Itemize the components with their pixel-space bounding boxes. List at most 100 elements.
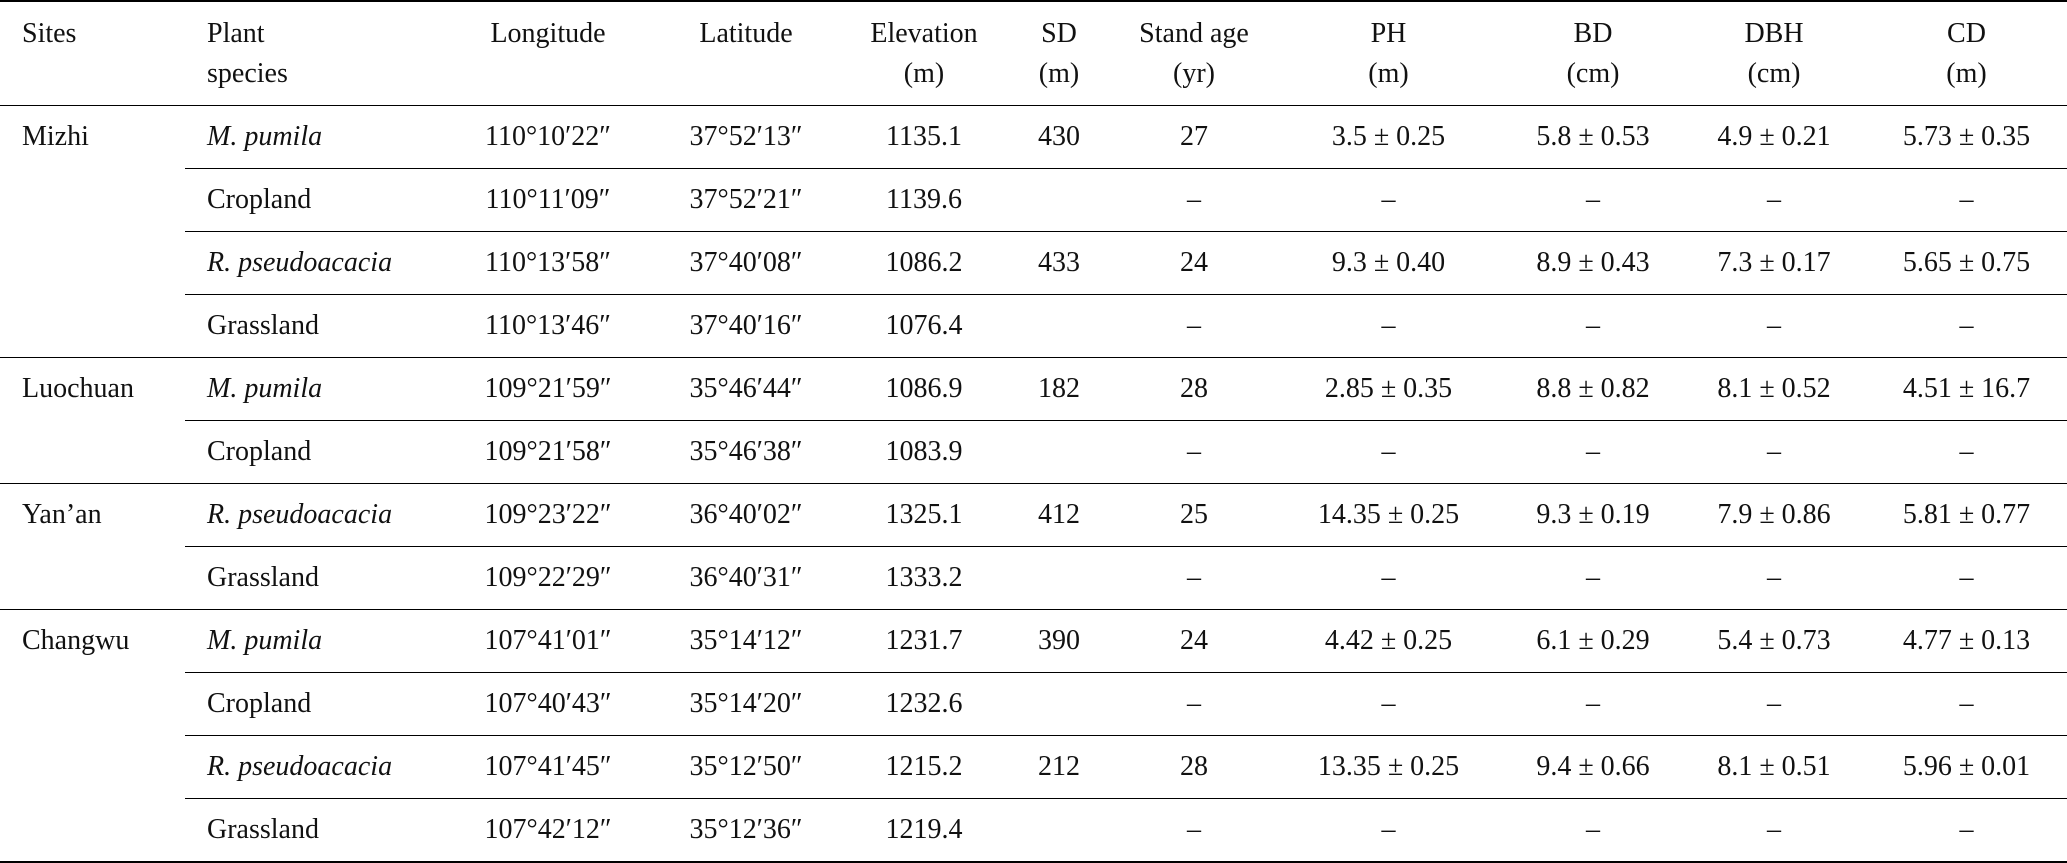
value-cell: –: [1504, 294, 1682, 358]
value-cell: 5.96 ± 0.01: [1866, 735, 2067, 799]
cell-text: –: [1187, 310, 1201, 341]
value-cell: 4.77 ± 0.13: [1866, 609, 2067, 673]
value-cell: 1083.9: [845, 420, 1003, 484]
column-header: SD (m): [1003, 1, 1115, 106]
value-cell: 35°46′38″: [647, 420, 845, 484]
table-row: Cropland 107°40′43″ 35°14′20″ 1232.6 – – – – –: [0, 672, 2067, 736]
species-cell: Cropland: [185, 672, 449, 736]
column-header: Stand age (yr): [1115, 1, 1273, 106]
table-row: Grassland 110°13′46″ 37°40′16″ 1076.4 – – – – –: [0, 294, 2067, 358]
species-cell: R. pseudoacacia: [185, 735, 449, 799]
header-text: (cm): [1747, 58, 1801, 89]
value-cell: 1333.2: [845, 546, 1003, 610]
cell-text: 35°14′12″: [689, 625, 803, 656]
cell-text: Cropland: [207, 184, 312, 215]
cell-text: 37°52′21″: [689, 184, 803, 215]
value-cell: 6.1 ± 0.29: [1504, 609, 1682, 673]
value-cell: 5.81 ± 0.77: [1866, 483, 2067, 547]
value-cell: 1135.1: [845, 105, 1003, 169]
column-header: BD (cm): [1504, 1, 1682, 106]
cell-text: M. pumila: [207, 625, 323, 656]
cell-text: 107°40′43″: [484, 688, 612, 719]
value-cell: –: [1866, 420, 2067, 484]
site-cell: Yan’an: [0, 483, 185, 610]
cell-text: 8.1 ± 0.51: [1717, 751, 1831, 782]
value-cell: –: [1682, 798, 1866, 862]
header-text: DBH: [1744, 18, 1804, 49]
cell-text: 1215.2: [885, 751, 963, 782]
cell-text: 7.9 ± 0.86: [1717, 499, 1831, 530]
value-cell: 1139.6: [845, 168, 1003, 232]
value-cell: –: [1273, 546, 1504, 610]
value-cell: 36°40′31″: [647, 546, 845, 610]
value-cell: 37°40′08″: [647, 231, 845, 295]
value-cell: 35°46′44″: [647, 357, 845, 421]
species-cell: Cropland: [185, 420, 449, 484]
value-cell: 8.1 ± 0.51: [1682, 735, 1866, 799]
cell-text: –: [1381, 310, 1396, 341]
site-name: Yan’an: [22, 499, 102, 530]
cell-text: 212: [1038, 751, 1080, 782]
cell-text: 1231.7: [885, 625, 963, 656]
site-name: Changwu: [22, 625, 130, 656]
header-text: Stand age: [1139, 18, 1249, 49]
cell-text: –: [1381, 436, 1396, 467]
column-header: CD (m): [1866, 1, 2067, 106]
site-cell: Mizhi: [0, 105, 185, 358]
header-text: (m): [1368, 58, 1409, 89]
value-cell: –: [1682, 672, 1866, 736]
value-cell: 390: [1003, 609, 1115, 673]
cell-text: –: [1381, 814, 1396, 845]
header-text: species: [207, 58, 288, 89]
cell-text: 1232.6: [885, 688, 963, 719]
value-cell: 4.51 ± 16.7: [1866, 357, 2067, 421]
cell-text: 36°40′02″: [689, 499, 803, 530]
site-name: Mizhi: [22, 121, 89, 152]
value-cell: 24: [1115, 231, 1273, 295]
cell-text: M. pumila: [207, 121, 323, 152]
cell-text: 110°10′22″: [485, 121, 611, 152]
value-cell: 110°10′22″: [449, 105, 647, 169]
cell-text: 24: [1180, 625, 1208, 656]
cell-text: 35°14′20″: [689, 688, 803, 719]
cell-text: Cropland: [207, 688, 312, 719]
value-cell: 9.4 ± 0.66: [1504, 735, 1682, 799]
cell-text: –: [1187, 562, 1201, 593]
value-cell: 28: [1115, 357, 1273, 421]
header-text: (m): [1946, 58, 1987, 89]
table-row: Yan’an R. pseudoacacia 109°23′22″ 36°40′02″…: [0, 483, 2067, 610]
value-cell: [1003, 798, 1115, 862]
header-text: BD: [1573, 18, 1613, 49]
cell-text: 5.8 ± 0.53: [1536, 121, 1650, 152]
value-cell: 24: [1115, 609, 1273, 673]
cell-text: 35°12′50″: [689, 751, 803, 782]
value-cell: 8.8 ± 0.82: [1504, 357, 1682, 421]
species-cell: M. pumila: [185, 357, 449, 421]
cell-text: –: [1959, 814, 1974, 845]
cell-text: 7.3 ± 0.17: [1717, 247, 1831, 278]
column-header: Sites: [0, 1, 185, 106]
cell-text: 35°46′38″: [689, 436, 803, 467]
cell-text: 1325.1: [885, 499, 963, 530]
value-cell: 5.65 ± 0.75: [1866, 231, 2067, 295]
column-header: Plant species: [185, 1, 449, 106]
value-cell: 7.9 ± 0.86: [1682, 483, 1866, 547]
value-cell: 109°21′58″: [449, 420, 647, 484]
site-cell: Changwu: [0, 609, 185, 862]
table-row: R. pseudoacacia 110°13′58″ 37°40′08″ 1086.2…: [0, 231, 2067, 295]
species-cell: R. pseudoacacia: [185, 483, 449, 547]
cell-text: –: [1767, 310, 1781, 341]
cell-text: 4.77 ± 0.13: [1902, 625, 2031, 656]
cell-text: 35°46′44″: [689, 373, 803, 404]
value-cell: 430: [1003, 105, 1115, 169]
cell-text: 110°13′58″: [485, 247, 611, 278]
cell-text: R. pseudoacacia: [207, 751, 393, 782]
cell-text: –: [1767, 814, 1781, 845]
cell-text: 110°11′09″: [485, 184, 611, 215]
value-cell: 107°41′45″: [449, 735, 647, 799]
cell-text: 1083.9: [885, 436, 963, 467]
value-cell: 27: [1115, 105, 1273, 169]
cell-text: Cropland: [207, 436, 312, 467]
value-cell: 25: [1115, 483, 1273, 547]
value-cell: –: [1273, 420, 1504, 484]
